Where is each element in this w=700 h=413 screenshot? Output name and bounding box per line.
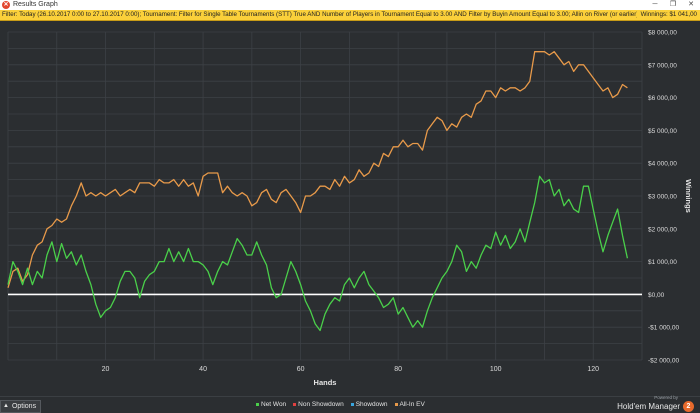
y-tick-label: $2 000,00: [648, 226, 677, 233]
window-title: Results Graph: [13, 1, 58, 8]
legend-label: Non Showdown: [298, 401, 344, 408]
x-tick-label: 120: [587, 366, 599, 373]
x-tick-label: 60: [297, 366, 305, 373]
x-tick-label: 80: [394, 366, 402, 373]
y-tick-label: $7 000,00: [648, 62, 677, 69]
y-tick-label: $0,00: [648, 292, 665, 299]
y-tick-label: -$1 000,00: [648, 325, 679, 332]
x-axis-title: Hands: [314, 378, 337, 387]
legend-label: All-In EV: [399, 401, 425, 408]
brand-block: Powered by Hold'em Manager 2: [617, 395, 694, 412]
maximize-icon[interactable]: ❐: [669, 1, 677, 8]
legend-label: Net Won: [261, 401, 287, 408]
options-button[interactable]: ▲ Options: [0, 400, 42, 413]
legend-swatch: [293, 403, 297, 406]
winnings-total: Winnings: $1 041,00: [636, 10, 697, 20]
legend-item[interactable]: Non Showdown: [293, 400, 344, 409]
y-tick-label: $8 000,00: [648, 30, 677, 37]
hm2-logo-icon: 2: [683, 401, 694, 412]
results-chart[interactable]: -$2 000,00 -$1 000,00 $0,00 $1 000,00 $2 000…: [0, 21, 700, 396]
footer-bar: ▲ Options Net Won Non Showdown Showdown All…: [0, 395, 700, 413]
y-tick-label: $1 000,00: [648, 259, 677, 266]
holdem-manager-logo-icon: ✕: [2, 1, 10, 9]
results-graph[interactable]: -$2 000,00 -$1 000,00 $0,00 $1 000,00 $2 000…: [0, 21, 700, 396]
x-tick-label: 100: [490, 366, 502, 373]
y-tick-label: $5 000,00: [648, 128, 677, 135]
window-controls: ─ ❐ ✕: [646, 0, 700, 10]
legend-item[interactable]: Net Won: [256, 400, 286, 409]
y-tick-label: $4 000,00: [648, 161, 677, 168]
legend-swatch: [256, 403, 259, 406]
legend-item[interactable]: Showdown: [350, 400, 388, 409]
legend-label: Showdown: [355, 401, 388, 408]
legend-swatch: [394, 403, 398, 406]
options-label: Options: [11, 403, 37, 410]
powered-by-label: Powered by: [654, 395, 678, 400]
y-tick-label: -$2 000,00: [648, 358, 679, 365]
legend-swatch: [350, 403, 354, 406]
close-icon[interactable]: ✕: [688, 1, 694, 8]
x-tick-label: 40: [199, 366, 207, 373]
y-tick-label: $3 000,00: [648, 194, 677, 201]
minimize-icon[interactable]: ─: [652, 1, 658, 8]
y-axis-title: Winnings: [684, 179, 693, 213]
y-tick-label: $6 000,00: [648, 95, 677, 102]
chevron-up-icon: ▲: [3, 403, 9, 409]
filter-text: Filter: Today (26.10.2017 0:00 to 27.10.…: [2, 11, 658, 18]
brand-name: Hold'em Manager: [617, 402, 680, 411]
series-line-net-won: [7, 175, 629, 332]
filter-bar[interactable]: Filter: Today (26.10.2017 0:00 to 27.10.…: [0, 10, 700, 21]
legend-item[interactable]: All-In EV: [394, 400, 425, 409]
series-line-all-in-ev: [7, 51, 628, 288]
x-tick-label: 20: [102, 366, 110, 373]
chart-legend: Net Won Non Showdown Showdown All-In EV: [256, 400, 425, 409]
